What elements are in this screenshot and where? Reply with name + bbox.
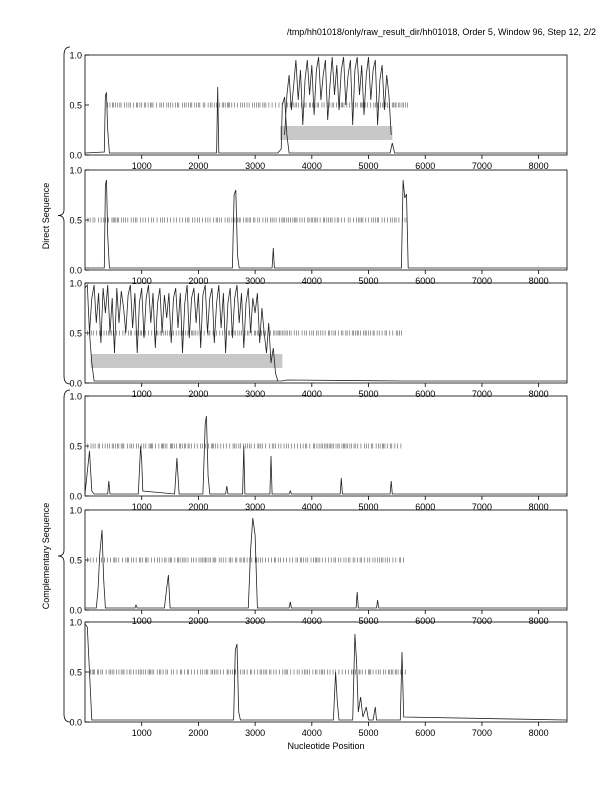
y-tick-label: 0.5 (69, 216, 82, 226)
y-tick-label: 1.0 (69, 51, 82, 61)
x-tick-label: 3000 (245, 276, 265, 286)
x-tick-label: 1000 (132, 616, 152, 626)
x-tick-label: 7000 (472, 728, 492, 738)
y-tick-label: 1.0 (69, 506, 82, 516)
panel-5: 0.0 0.5 1.0 1000 2000 3000 4000 5000 6000 7000 800… (69, 506, 568, 626)
series-line (84, 283, 567, 382)
series-line (85, 179, 567, 269)
x-tick-label: 7000 (472, 276, 492, 286)
gray-band (280, 126, 393, 140)
panel-6: 0.0 0.5 1.0 1000 2000 3000 4000 5000 6000 7000 800… (69, 618, 568, 738)
x-tick-label: 5000 (359, 502, 379, 512)
x-tick-label: 5000 (359, 728, 379, 738)
x-tick-label: 6000 (415, 276, 435, 286)
x-tick-label: 4000 (302, 161, 322, 171)
x-tick-label: 1000 (132, 161, 152, 171)
x-tick-label: 3000 (245, 161, 265, 171)
x-tick-label: 4000 (302, 728, 322, 738)
x-tick-label: 3000 (245, 616, 265, 626)
x-tick-label: 3000 (245, 728, 265, 738)
panels: 0.0 0.5 1.0 1000 2000 3000 4000 5000 6000 7000 800… (69, 51, 568, 738)
x-tick-label: 4000 (302, 276, 322, 286)
group-brackets: Direct Sequence Complementary Sequence (41, 46, 71, 723)
series-line (84, 86, 567, 154)
y-tick-label: 1.0 (69, 166, 82, 176)
x-tick-label: 1000 (132, 502, 152, 512)
panel-2: 0.0 0.5 1.0 1000 2000 3000 4000 5000 6000 7000 800… (69, 166, 568, 286)
x-tick-label: 5000 (359, 616, 379, 626)
x-tick-label: 5000 (359, 389, 379, 399)
header-title: /tmp/hh01018/only/raw_result_dir/hh01018… (287, 27, 596, 37)
x-tick-label: 5000 (359, 161, 379, 171)
y-tick-label: 0.0 (69, 492, 82, 502)
x-tick-label: 2000 (188, 276, 208, 286)
x-tick-label: 8000 (529, 389, 549, 399)
series-line (84, 415, 567, 495)
x-tick-label: 7000 (472, 161, 492, 171)
x-tick-label: 6000 (415, 161, 435, 171)
x-tick-label: 8000 (529, 728, 549, 738)
x-tick-label: 7000 (472, 616, 492, 626)
x-tick-label: 1000 (132, 728, 152, 738)
x-tick-label: 3000 (245, 502, 265, 512)
x-tick-label: 4000 (302, 502, 322, 512)
y-tick-label: 1.0 (69, 279, 82, 289)
x-tick-label: 1000 (132, 389, 152, 399)
x-tick-label: 4000 (302, 389, 322, 399)
x-axis-label: Nucleotide Position (287, 741, 364, 751)
x-tick-label: 2000 (188, 616, 208, 626)
panel-3: 0.0 0.5 1.0 1000 2000 3000 4000 5000 6000 7000 800… (69, 279, 568, 399)
y-tick-label: 0.0 (69, 718, 82, 728)
y-tick-label: 0.0 (69, 266, 82, 276)
y-tick-label: 0.0 (69, 379, 82, 389)
x-tick-label: 3000 (245, 389, 265, 399)
x-tick-label: 8000 (529, 616, 549, 626)
x-tick-label: 6000 (415, 502, 435, 512)
x-tick-label: 5000 (359, 276, 379, 286)
y-tick-label: 1.0 (69, 392, 82, 402)
y-tick-label: 0.0 (69, 606, 82, 616)
y-tick-label: 0.5 (69, 442, 82, 452)
group-label-complementary: Complementary Sequence (41, 503, 51, 610)
y-tick-label: 1.0 (69, 618, 82, 628)
x-tick-label: 6000 (415, 616, 435, 626)
x-tick-label: 2000 (188, 728, 208, 738)
panel-1: 0.0 0.5 1.0 1000 2000 3000 4000 5000 6000 7000 800… (69, 51, 568, 171)
y-tick-label: 0.5 (69, 668, 82, 678)
x-tick-label: 2000 (188, 389, 208, 399)
x-tick-label: 8000 (529, 161, 549, 171)
x-tick-label: 8000 (529, 276, 549, 286)
x-tick-label: 8000 (529, 502, 549, 512)
y-tick-label: 0.5 (69, 556, 82, 566)
x-tick-label: 1000 (132, 276, 152, 286)
series-line (284, 56, 392, 136)
y-tick-label: 0.5 (69, 101, 82, 111)
x-tick-label: 7000 (472, 502, 492, 512)
series-line (85, 517, 567, 609)
x-tick-label: 4000 (302, 616, 322, 626)
series-line (89, 284, 279, 382)
x-tick-label: 2000 (188, 502, 208, 512)
group-label-direct: Direct Sequence (41, 183, 51, 250)
x-tick-label: 7000 (472, 389, 492, 399)
y-tick-label: 0.5 (69, 329, 82, 339)
x-tick-label: 2000 (188, 161, 208, 171)
panel-4: 0.0 0.5 1.0 1000 2000 3000 4000 5000 6000 7000 800… (69, 392, 568, 512)
bracket-direct (57, 46, 71, 385)
x-tick-label: 6000 (415, 728, 435, 738)
gray-band (90, 354, 283, 368)
series-line (84, 623, 568, 721)
y-tick-label: 0.0 (69, 151, 82, 161)
bracket-complementary (57, 389, 71, 723)
x-tick-label: 6000 (415, 389, 435, 399)
